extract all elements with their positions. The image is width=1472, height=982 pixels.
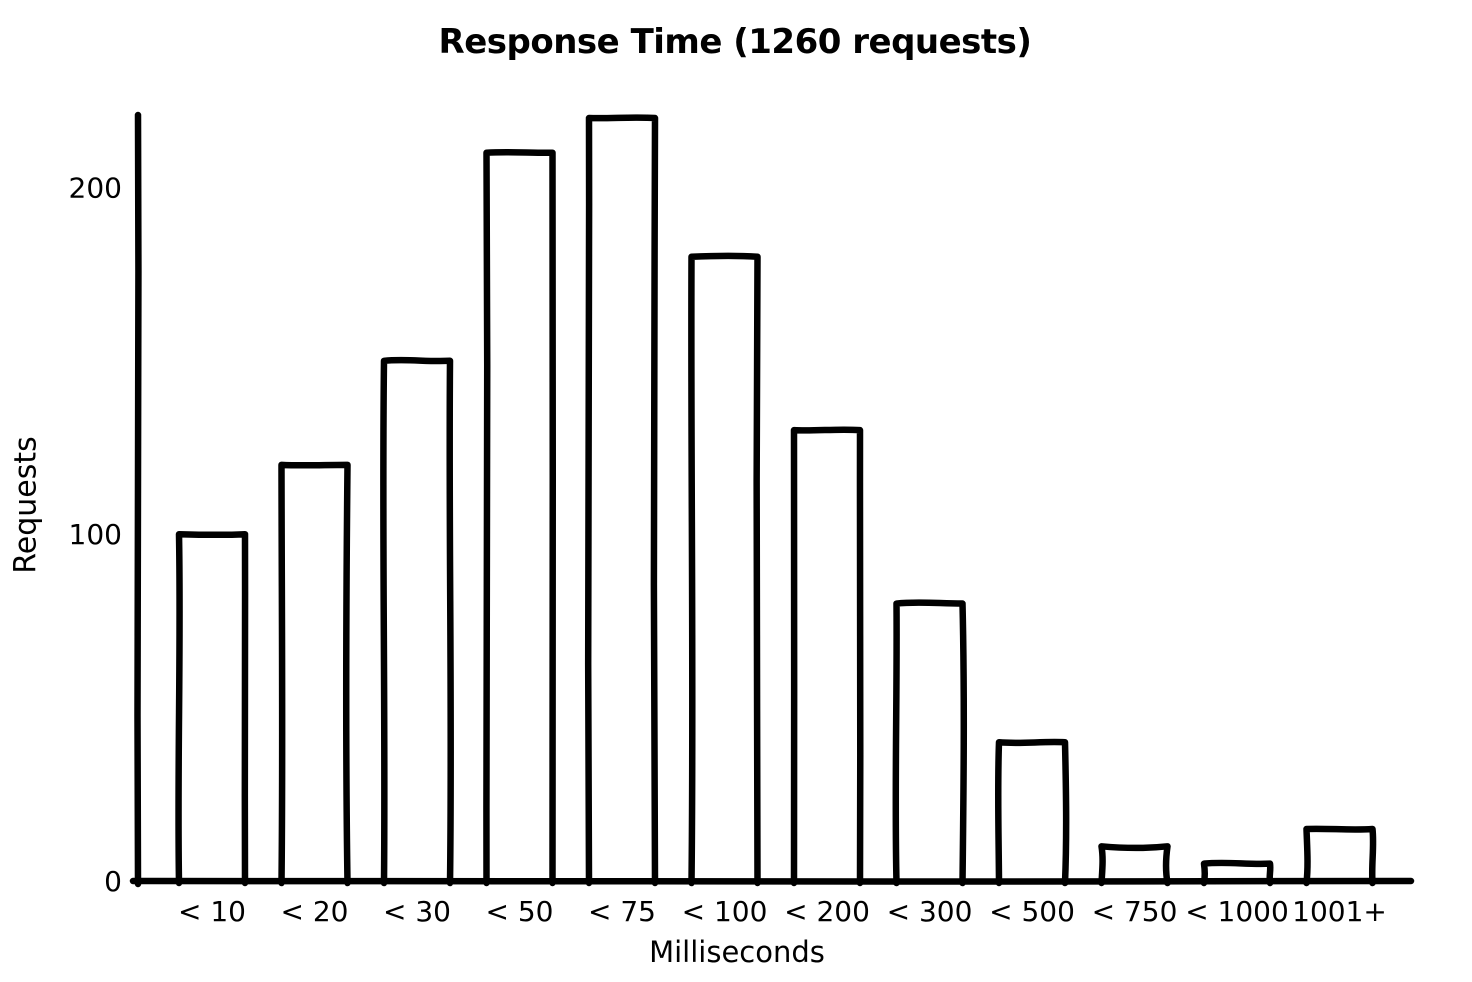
bar-30 [380, 356, 455, 887]
bar-500 [994, 738, 1070, 887]
bar-75 [584, 114, 659, 887]
x-tick-label: < 20 [281, 895, 349, 928]
chart-title: Response Time (1260 requests) [438, 22, 1032, 62]
y-tick-label-100: 100 [69, 518, 122, 551]
bar-300 [892, 599, 968, 887]
bar-750 [1098, 843, 1171, 887]
y-tick-label-0: 0 [104, 865, 122, 898]
x-tick-label: < 50 [486, 895, 554, 928]
x-axis-label: Milliseconds [649, 935, 825, 969]
x-tick-label: < 30 [383, 895, 451, 928]
x-tick-label: < 100 [682, 895, 768, 928]
x-tick-label: < 1000 [1185, 895, 1289, 928]
x-tick-label: 1001+ [1292, 895, 1387, 928]
x-tick-label: < 300 [887, 895, 973, 928]
y-tick-label-200: 200 [69, 171, 122, 204]
x-tick-label: < 200 [784, 895, 870, 928]
bar-100 [688, 252, 761, 887]
x-axis-line [129, 877, 1415, 885]
x-tick-label: < 500 [989, 895, 1075, 928]
x-tick-label: < 75 [588, 895, 656, 928]
x-tick-label: < 750 [1092, 895, 1178, 928]
bar-200 [790, 426, 864, 887]
bar-20 [278, 461, 351, 887]
x-tick-label: < 10 [178, 895, 246, 928]
bar-10 [175, 530, 249, 887]
bar-50 [483, 148, 557, 887]
bar-1001+ [1303, 825, 1377, 887]
y-axis-line [134, 111, 142, 888]
